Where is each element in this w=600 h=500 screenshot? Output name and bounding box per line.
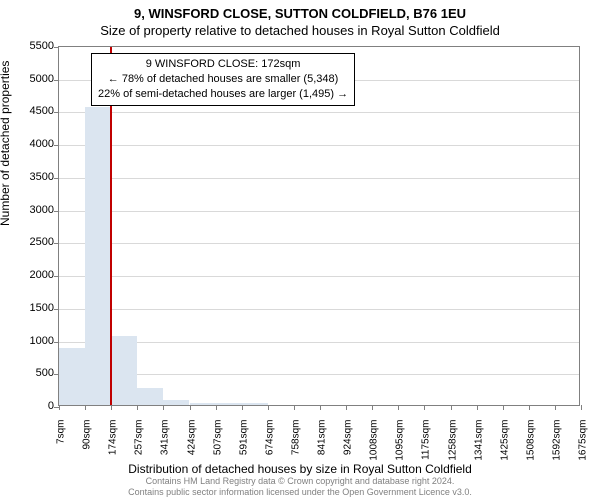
histogram-bar	[242, 403, 268, 405]
xtick-mark	[451, 405, 452, 410]
xtick-label: 1592sqm	[551, 420, 562, 470]
xtick-mark	[294, 405, 295, 410]
ytick-mark	[54, 211, 59, 212]
xtick-label: 841sqm	[317, 420, 328, 470]
histogram-bar	[216, 403, 242, 405]
gridline	[59, 211, 579, 212]
ytick-label: 2500	[14, 236, 54, 248]
xtick-label: 341sqm	[160, 420, 171, 470]
xtick-label: 591sqm	[238, 420, 249, 470]
gridline	[59, 112, 579, 113]
xtick-label: 174sqm	[108, 420, 119, 470]
chart-title-line2: Size of property relative to detached ho…	[0, 21, 600, 38]
xtick-mark	[555, 405, 556, 410]
info-line3: 22% of semi-detached houses are larger (…	[98, 87, 348, 102]
chart-title-line1: 9, WINSFORD CLOSE, SUTTON COLDFIELD, B76…	[0, 0, 600, 21]
ytick-mark	[54, 309, 59, 310]
gridline	[59, 309, 579, 310]
xtick-mark	[398, 405, 399, 410]
gridline	[59, 178, 579, 179]
ytick-label: 5500	[14, 40, 54, 52]
xtick-label: 90sqm	[82, 420, 93, 470]
histogram-bar	[59, 348, 85, 405]
ytick-label: 500	[14, 367, 54, 379]
ytick-label: 1500	[14, 302, 54, 314]
ytick-label: 0	[14, 400, 54, 412]
ytick-label: 5000	[14, 73, 54, 85]
gridline	[59, 145, 579, 146]
xtick-mark	[137, 405, 138, 410]
xtick-label: 1675sqm	[578, 420, 589, 470]
ytick-mark	[54, 342, 59, 343]
footer-line2: Contains public sector information licen…	[0, 487, 600, 498]
xtick-label: 1341sqm	[473, 420, 484, 470]
xtick-label: 7sqm	[56, 420, 67, 470]
info-line1: 9 WINSFORD CLOSE: 172sqm	[98, 57, 348, 72]
xtick-mark	[346, 405, 347, 410]
xtick-label: 1095sqm	[395, 420, 406, 470]
histogram-bar	[111, 336, 137, 405]
ytick-label: 4500	[14, 105, 54, 117]
info-line2: ← 78% of detached houses are smaller (5,…	[98, 72, 348, 87]
xtick-mark	[372, 405, 373, 410]
info-box: 9 WINSFORD CLOSE: 172sqm ← 78% of detach…	[91, 53, 355, 106]
xtick-label: 1258sqm	[447, 420, 458, 470]
xtick-label: 1008sqm	[369, 420, 380, 470]
histogram-bar	[190, 403, 216, 405]
xtick-mark	[477, 405, 478, 410]
xtick-mark	[581, 405, 582, 410]
xtick-mark	[320, 405, 321, 410]
ytick-mark	[54, 276, 59, 277]
xtick-mark	[216, 405, 217, 410]
xtick-mark	[59, 405, 60, 410]
xtick-mark	[268, 405, 269, 410]
gridline	[59, 276, 579, 277]
xtick-label: 1175sqm	[421, 420, 432, 470]
xtick-mark	[503, 405, 504, 410]
xtick-mark	[111, 405, 112, 410]
xtick-label: 674sqm	[264, 420, 275, 470]
histogram-bar	[137, 388, 163, 405]
ytick-mark	[54, 145, 59, 146]
y-axis-label: Number of detached properties	[0, 61, 12, 226]
ytick-label: 4000	[14, 138, 54, 150]
footer-line1: Contains HM Land Registry data © Crown c…	[0, 476, 600, 487]
plot-area: 9 WINSFORD CLOSE: 172sqm ← 78% of detach…	[58, 46, 580, 406]
xtick-mark	[190, 405, 191, 410]
ytick-label: 3000	[14, 204, 54, 216]
histogram-bar	[85, 107, 111, 405]
xtick-label: 257sqm	[134, 420, 145, 470]
xtick-label: 507sqm	[212, 420, 223, 470]
xtick-label: 1425sqm	[499, 420, 510, 470]
ytick-label: 2000	[14, 269, 54, 281]
xtick-mark	[242, 405, 243, 410]
xtick-label: 424sqm	[186, 420, 197, 470]
ytick-mark	[54, 80, 59, 81]
ytick-mark	[54, 47, 59, 48]
ytick-label: 1000	[14, 335, 54, 347]
xtick-label: 924sqm	[343, 420, 354, 470]
ytick-mark	[54, 112, 59, 113]
gridline	[59, 243, 579, 244]
ytick-label: 3500	[14, 171, 54, 183]
ytick-mark	[54, 178, 59, 179]
xtick-mark	[163, 405, 164, 410]
xtick-label: 758sqm	[290, 420, 301, 470]
xtick-mark	[529, 405, 530, 410]
footer-attribution: Contains HM Land Registry data © Crown c…	[0, 476, 600, 498]
ytick-mark	[54, 243, 59, 244]
histogram-bar	[163, 400, 189, 405]
xtick-label: 1508sqm	[525, 420, 536, 470]
xtick-mark	[85, 405, 86, 410]
xtick-mark	[424, 405, 425, 410]
